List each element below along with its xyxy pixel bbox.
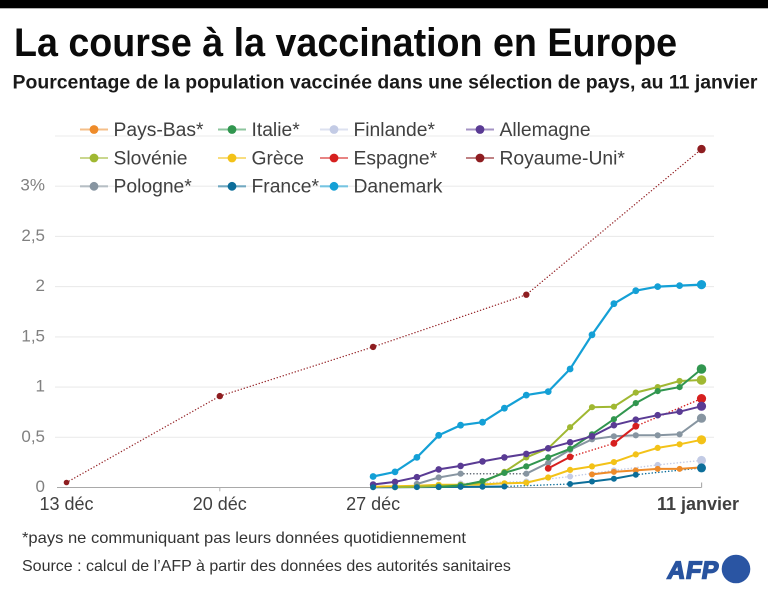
svg-text:27 déc: 27 déc xyxy=(346,494,400,514)
svg-text:Pourcentage de la population v: Pourcentage de la population vaccinée da… xyxy=(13,72,758,94)
svg-text:2,5: 2,5 xyxy=(21,226,45,245)
svg-text:1,5: 1,5 xyxy=(21,326,45,345)
svg-text:Source : calcul de l’AFP à par: Source : calcul de l’AFP à partir des do… xyxy=(22,558,511,575)
svg-text:1: 1 xyxy=(36,377,45,396)
svg-text:11 janvier: 11 janvier xyxy=(657,494,739,514)
svg-text:Pays-Bas*: Pays-Bas* xyxy=(114,120,205,141)
svg-text:La course à la vaccination en: La course à la vaccination en Europe xyxy=(14,21,677,65)
svg-text:Italie*: Italie* xyxy=(252,120,301,141)
svg-text:Danemark: Danemark xyxy=(354,177,443,198)
svg-text:2: 2 xyxy=(36,276,45,295)
svg-text:Slovénie: Slovénie xyxy=(114,148,188,169)
svg-text:Finlande*: Finlande* xyxy=(354,120,436,141)
svg-text:Pologne*: Pologne* xyxy=(114,177,193,198)
svg-text:AFP: AFP xyxy=(666,557,722,584)
svg-text:13 déc: 13 déc xyxy=(39,494,93,514)
svg-text:Royaume-Uni*: Royaume-Uni* xyxy=(500,148,626,169)
svg-text:0,5: 0,5 xyxy=(21,427,45,446)
svg-text:20 déc: 20 déc xyxy=(193,494,247,514)
svg-text:3%: 3% xyxy=(20,176,45,195)
svg-text:Espagne*: Espagne* xyxy=(354,148,438,169)
svg-text:Grèce: Grèce xyxy=(252,148,305,169)
svg-text:*pays ne communiquant pas leur: *pays ne communiquant pas leurs données … xyxy=(22,530,467,547)
svg-text:France*: France* xyxy=(252,177,320,198)
svg-text:0: 0 xyxy=(36,477,45,496)
svg-text:Allemagne: Allemagne xyxy=(500,120,591,141)
